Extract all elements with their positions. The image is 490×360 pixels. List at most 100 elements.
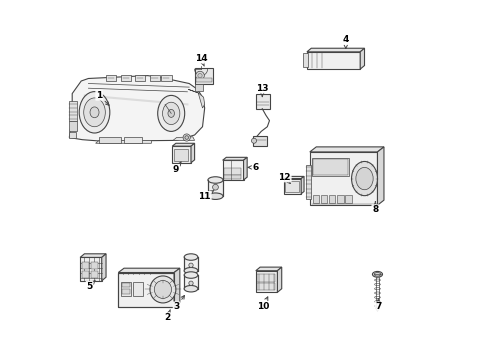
Text: 13: 13: [256, 84, 269, 96]
Bar: [345, 195, 351, 203]
Polygon shape: [284, 176, 304, 179]
Bar: [122, 289, 130, 294]
Bar: [172, 146, 191, 163]
Bar: [69, 101, 76, 121]
Bar: [195, 84, 202, 91]
Bar: [313, 195, 319, 203]
Polygon shape: [360, 48, 365, 69]
Bar: [320, 195, 327, 203]
Ellipse shape: [372, 271, 383, 277]
Bar: [184, 275, 198, 289]
Bar: [312, 158, 349, 176]
Polygon shape: [375, 308, 380, 311]
Bar: [91, 271, 98, 278]
Polygon shape: [256, 267, 282, 271]
Bar: [82, 262, 90, 269]
Polygon shape: [310, 147, 384, 152]
Ellipse shape: [356, 167, 373, 190]
Ellipse shape: [374, 273, 381, 276]
Ellipse shape: [158, 95, 185, 131]
Bar: [133, 282, 143, 296]
Bar: [91, 262, 98, 269]
Bar: [69, 121, 76, 131]
Bar: [121, 282, 131, 296]
Bar: [303, 53, 308, 67]
Bar: [253, 136, 267, 146]
Text: 2: 2: [165, 310, 171, 322]
Circle shape: [189, 281, 193, 285]
Ellipse shape: [208, 193, 223, 199]
Ellipse shape: [184, 285, 198, 292]
Bar: [124, 137, 143, 143]
Bar: [256, 271, 277, 292]
Text: 5: 5: [86, 280, 95, 291]
Polygon shape: [80, 254, 106, 257]
Circle shape: [198, 73, 202, 78]
Bar: [313, 159, 348, 175]
Ellipse shape: [184, 272, 198, 278]
Polygon shape: [277, 267, 282, 292]
Bar: [122, 283, 130, 287]
Bar: [329, 195, 335, 203]
Bar: [337, 195, 343, 203]
Bar: [285, 181, 299, 192]
Bar: [118, 273, 174, 307]
Bar: [257, 274, 275, 282]
Ellipse shape: [184, 254, 198, 260]
Polygon shape: [307, 48, 365, 52]
Bar: [174, 149, 188, 161]
Circle shape: [196, 71, 204, 80]
Bar: [135, 75, 145, 81]
Bar: [196, 68, 213, 84]
Polygon shape: [102, 254, 106, 281]
Ellipse shape: [168, 109, 174, 117]
Bar: [106, 75, 117, 81]
Bar: [121, 75, 131, 81]
Ellipse shape: [351, 161, 377, 196]
Text: 12: 12: [278, 173, 291, 184]
Bar: [310, 152, 377, 205]
Bar: [196, 78, 212, 82]
Polygon shape: [96, 140, 151, 143]
Text: 9: 9: [172, 162, 181, 174]
Polygon shape: [118, 268, 180, 273]
Bar: [257, 283, 275, 290]
Bar: [306, 165, 311, 199]
Text: 14: 14: [195, 54, 207, 66]
Text: 4: 4: [343, 35, 349, 48]
Text: 6: 6: [248, 163, 259, 172]
Bar: [82, 271, 90, 278]
Ellipse shape: [184, 267, 198, 274]
Bar: [99, 137, 121, 143]
Bar: [69, 132, 76, 138]
Polygon shape: [172, 143, 195, 146]
Ellipse shape: [84, 98, 105, 127]
Polygon shape: [174, 268, 180, 307]
Polygon shape: [222, 157, 247, 160]
Text: 7: 7: [375, 299, 381, 311]
Ellipse shape: [163, 102, 180, 125]
Ellipse shape: [150, 276, 176, 303]
Circle shape: [251, 138, 257, 143]
Bar: [284, 179, 301, 194]
Ellipse shape: [79, 91, 110, 133]
Bar: [224, 168, 242, 175]
Bar: [184, 257, 198, 271]
Bar: [224, 175, 242, 179]
Bar: [307, 52, 360, 69]
Polygon shape: [69, 76, 205, 141]
Polygon shape: [191, 143, 195, 163]
Bar: [162, 75, 172, 81]
Polygon shape: [301, 176, 304, 194]
Polygon shape: [377, 147, 384, 205]
Circle shape: [189, 263, 193, 267]
Circle shape: [185, 136, 189, 139]
Ellipse shape: [208, 177, 223, 183]
Text: 3: 3: [173, 296, 184, 311]
Bar: [222, 160, 244, 180]
Text: 11: 11: [198, 190, 214, 201]
Bar: [149, 75, 160, 81]
Circle shape: [213, 184, 219, 190]
Bar: [256, 94, 270, 109]
Text: 1: 1: [96, 91, 109, 105]
